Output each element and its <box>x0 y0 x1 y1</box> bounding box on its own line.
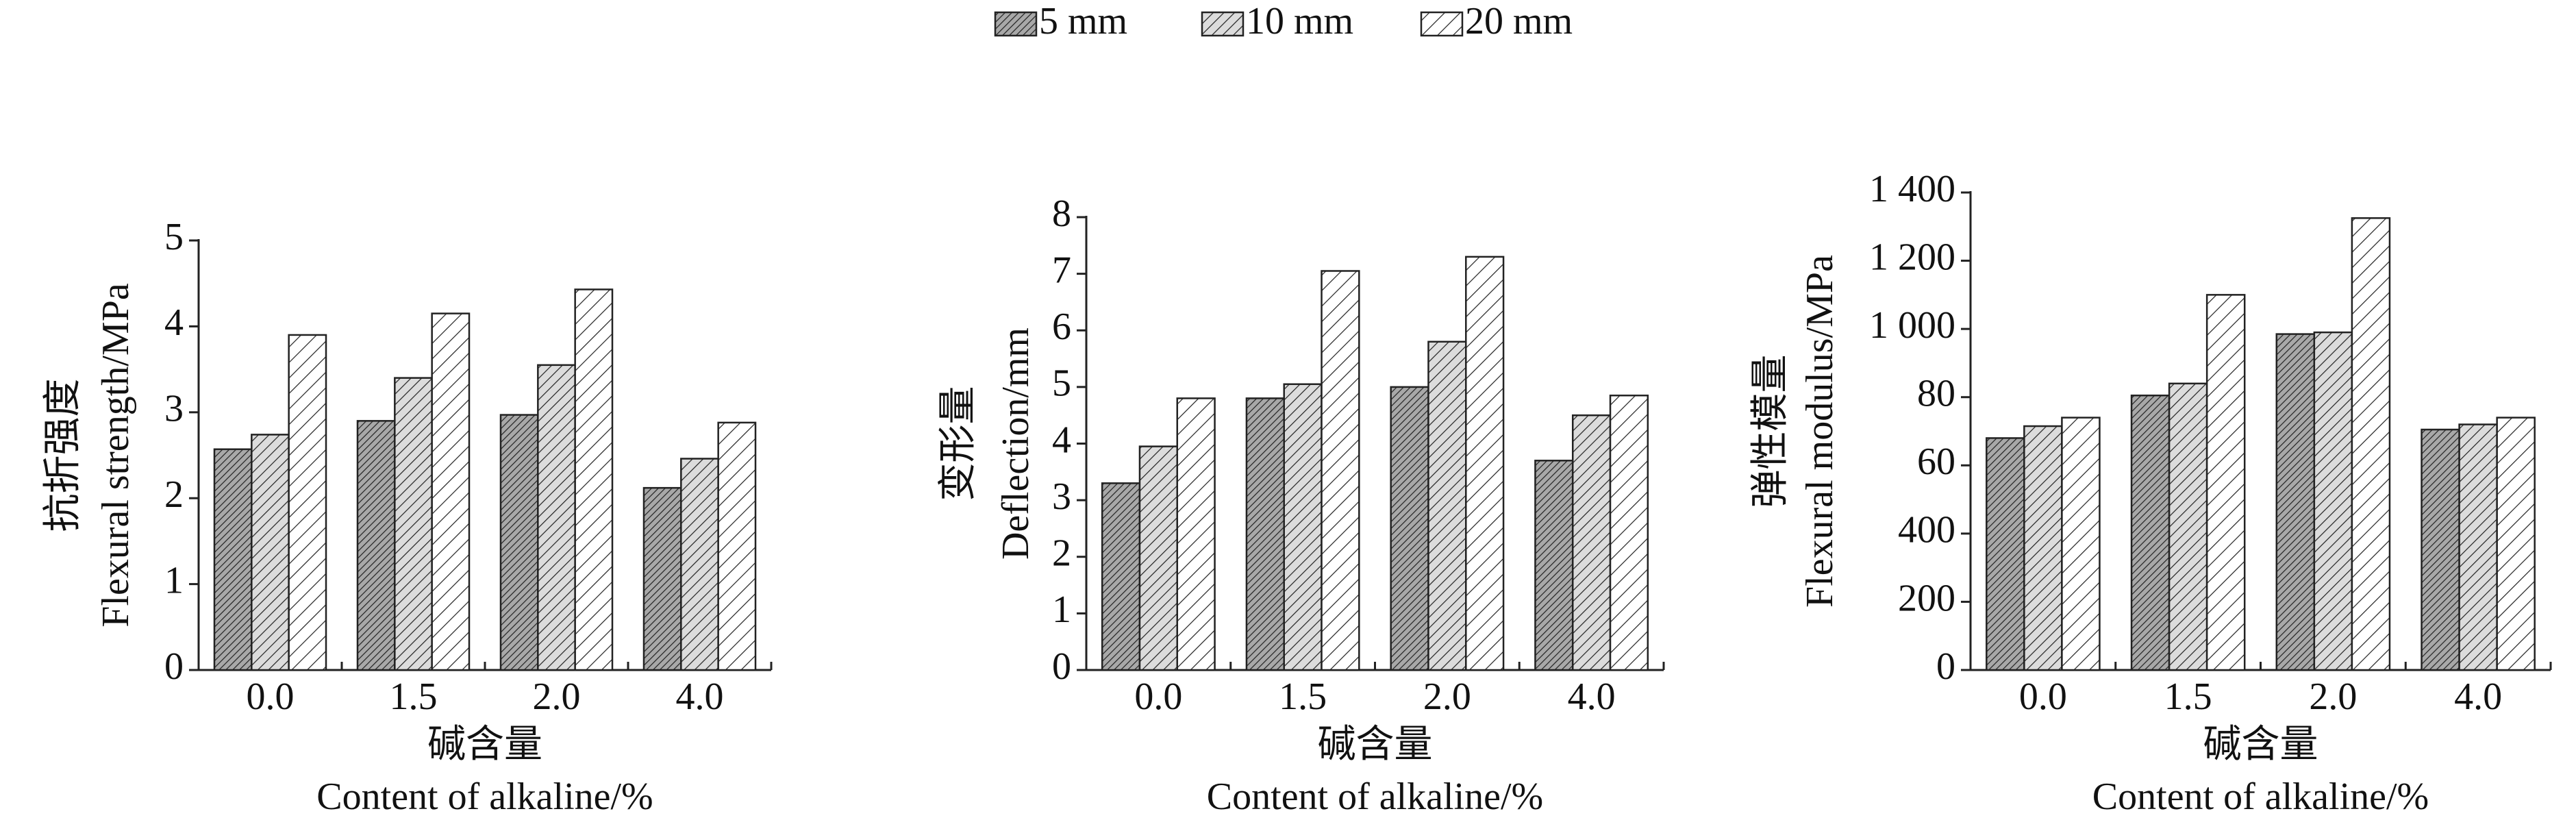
y-tick-label: 2 <box>1052 532 1071 575</box>
y-axis-title: Deflection/mm <box>995 327 1037 560</box>
bar <box>2351 217 2391 671</box>
bar <box>1571 414 1612 671</box>
legend-label: 20 mm <box>1465 0 1573 42</box>
bar <box>2421 428 2460 671</box>
y-tick-label: 0 <box>1052 645 1071 688</box>
bar <box>2023 425 2063 671</box>
x-tick-label: 1.5 <box>2164 675 2212 718</box>
bar <box>2061 417 2101 671</box>
x-axis-title: Content of alkaline/% <box>2092 776 2429 818</box>
y-tick-label: 6 <box>1052 306 1071 348</box>
x-tick-label: 2.0 <box>2309 675 2357 718</box>
y-tick-label: 3 <box>164 388 184 430</box>
y-tick-label: 1 200 <box>1869 236 1955 278</box>
legend-label: 5 mm <box>1039 0 1127 42</box>
x-tick-label: 0.0 <box>247 675 295 718</box>
y-tick-label: 5 <box>164 216 184 258</box>
y-tick-label: 1 000 <box>1869 304 1955 347</box>
y-tick-label: 0 <box>164 645 184 688</box>
bar <box>356 420 396 671</box>
bar <box>2205 294 2246 671</box>
bar <box>2275 333 2316 671</box>
bar <box>394 377 433 671</box>
y-tick-label: 4 <box>1052 419 1071 461</box>
bar <box>1609 395 1649 671</box>
bar <box>2168 382 2208 671</box>
legend-swatch <box>1201 11 1245 37</box>
y-tick-label: 5 <box>1052 362 1071 405</box>
bar <box>1283 383 1323 671</box>
x-axis-title: 碱含量 <box>1318 723 1433 766</box>
bar <box>1390 386 1429 671</box>
bar <box>717 421 757 671</box>
y-tick-label: 1 <box>164 559 184 601</box>
bar <box>288 334 327 671</box>
x-axis-title: 碱含量 <box>427 723 542 766</box>
bar <box>431 312 471 671</box>
y-tick-label: 1 <box>1052 588 1071 631</box>
bar <box>2130 394 2171 671</box>
x-tick-label: 0.0 <box>2019 675 2067 718</box>
bar <box>537 364 576 671</box>
bar <box>680 458 719 671</box>
bar <box>2496 417 2536 671</box>
bar <box>1176 397 1216 671</box>
y-tick-label: 7 <box>1052 249 1071 291</box>
bar <box>1321 270 1360 671</box>
y-tick-label: 0 <box>1936 645 1955 688</box>
x-tick-label: 4.0 <box>676 675 724 718</box>
bar <box>1101 482 1141 671</box>
y-tick-label: 60 <box>1917 441 1955 483</box>
bar <box>499 414 539 671</box>
y-tick-label: 1 400 <box>1869 168 1955 210</box>
bar <box>213 448 253 671</box>
y-axis-title: 抗折强度 <box>42 379 84 532</box>
legend-swatch <box>994 11 1038 37</box>
x-axis-title: Content of alkaline/% <box>1207 776 1543 818</box>
y-tick-label: 8 <box>1052 193 1071 235</box>
x-tick-label: 2.0 <box>1423 675 1471 718</box>
y-tick-label: 400 <box>1898 509 1955 551</box>
y-tick-label: 3 <box>1052 475 1071 518</box>
bar <box>1986 437 2025 671</box>
bar <box>2458 423 2498 671</box>
bar <box>1427 340 1467 671</box>
bar <box>1534 460 1574 671</box>
y-axis-title: 变形量 <box>937 386 979 501</box>
y-axis-title: Flexural modulus/MPa <box>1799 255 1841 608</box>
legend-swatch <box>1420 11 1464 37</box>
y-tick-label: 80 <box>1917 373 1955 415</box>
x-tick-label: 0.0 <box>1134 675 1182 718</box>
x-tick-label: 1.5 <box>390 675 438 718</box>
x-tick-label: 4.0 <box>1568 675 1616 718</box>
bar <box>574 288 614 671</box>
y-axis-title: 弹性模量 <box>1749 355 1792 508</box>
x-tick-label: 1.5 <box>1279 675 1327 718</box>
bar <box>1138 445 1179 671</box>
bar <box>1245 397 1285 671</box>
bar <box>251 434 290 671</box>
x-tick-label: 4.0 <box>2454 675 2502 718</box>
x-axis-title: 碱含量 <box>2203 723 2318 766</box>
bar <box>2313 331 2353 671</box>
y-tick-label: 200 <box>1898 577 1955 619</box>
bar <box>1465 256 1505 671</box>
legend-label: 10 mm <box>1246 0 1353 42</box>
y-tick-label: 4 <box>164 301 184 344</box>
y-tick-label: 2 <box>164 473 184 516</box>
bar <box>642 486 682 671</box>
y-axis-title: Flexural strength/MPa <box>95 283 137 628</box>
x-tick-label: 2.0 <box>533 675 581 718</box>
x-axis-title: Content of alkaline/% <box>316 776 653 818</box>
